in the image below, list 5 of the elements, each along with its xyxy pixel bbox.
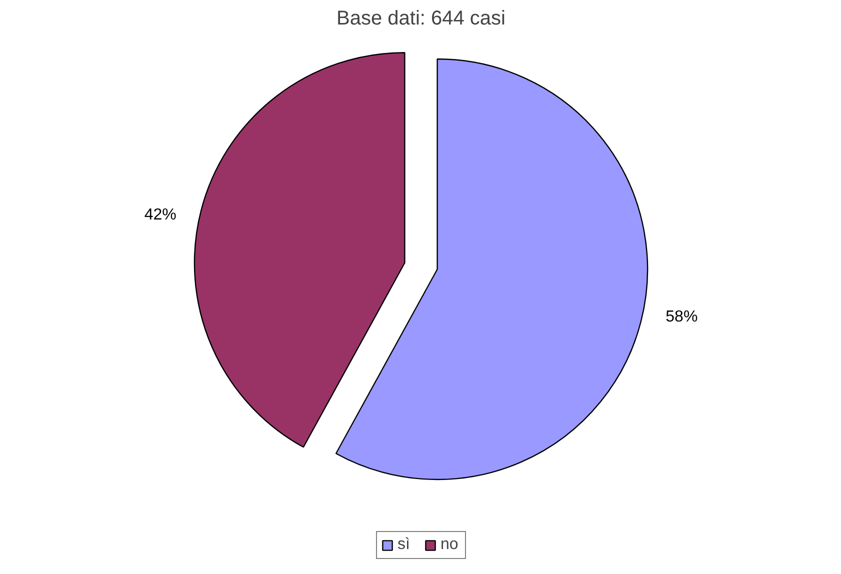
legend-label: sì: [398, 536, 411, 554]
legend-label: no: [440, 536, 460, 554]
chart-title: Base dati: 644 casi: [336, 8, 506, 30]
data-label: 42%: [144, 206, 176, 224]
data-label: 58%: [666, 308, 698, 326]
